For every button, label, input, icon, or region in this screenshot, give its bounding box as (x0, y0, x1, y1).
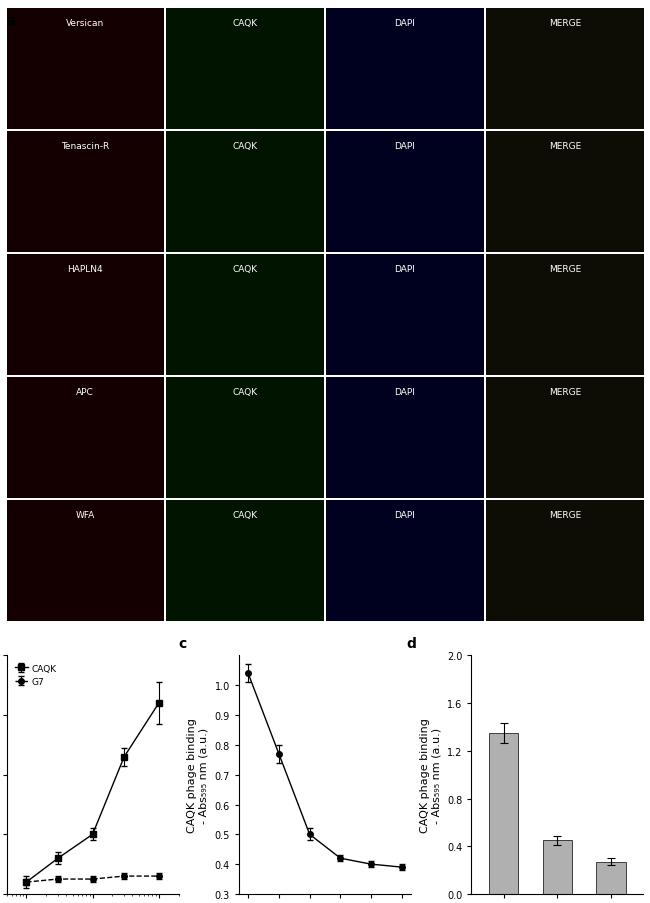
Bar (597, 861, 626, 894)
Text: HAPLN4: HAPLN4 (68, 265, 103, 274)
Text: DAPI: DAPI (395, 510, 415, 519)
Text: d: d (406, 637, 416, 651)
Y-axis label: CAQK phage binding
- Abs₅₉₅ nm (a.u.): CAQK phage binding - Abs₅₉₅ nm (a.u.) (420, 718, 441, 833)
Text: APC: APC (76, 387, 94, 396)
Text: CAQK: CAQK (233, 387, 257, 396)
Text: DAPI: DAPI (395, 142, 415, 151)
Text: CAQK: CAQK (233, 265, 257, 274)
Bar (543, 841, 572, 894)
Text: DAPI: DAPI (395, 265, 415, 274)
Text: MERGE: MERGE (549, 19, 581, 28)
Y-axis label: CAQK phage binding
- Abs₅₉₅ nm (a.u.): CAQK phage binding - Abs₅₉₅ nm (a.u.) (187, 718, 209, 833)
Text: Versican: Versican (66, 19, 105, 28)
Text: CAQK: CAQK (233, 142, 257, 151)
Text: MERGE: MERGE (549, 142, 581, 151)
Text: MERGE: MERGE (549, 265, 581, 274)
Text: CAQK: CAQK (233, 19, 257, 28)
Text: DAPI: DAPI (395, 19, 415, 28)
Text: WFA: WFA (75, 510, 95, 519)
Bar (489, 733, 519, 894)
Legend: CAQK, G7: CAQK, G7 (11, 660, 60, 690)
Text: DAPI: DAPI (395, 387, 415, 396)
Text: MERGE: MERGE (549, 510, 581, 519)
Text: CAQK: CAQK (233, 510, 257, 519)
Text: Tenascin-R: Tenascin-R (61, 142, 109, 151)
Text: c: c (179, 637, 187, 651)
Text: MERGE: MERGE (549, 387, 581, 396)
Text: a: a (6, 14, 16, 27)
